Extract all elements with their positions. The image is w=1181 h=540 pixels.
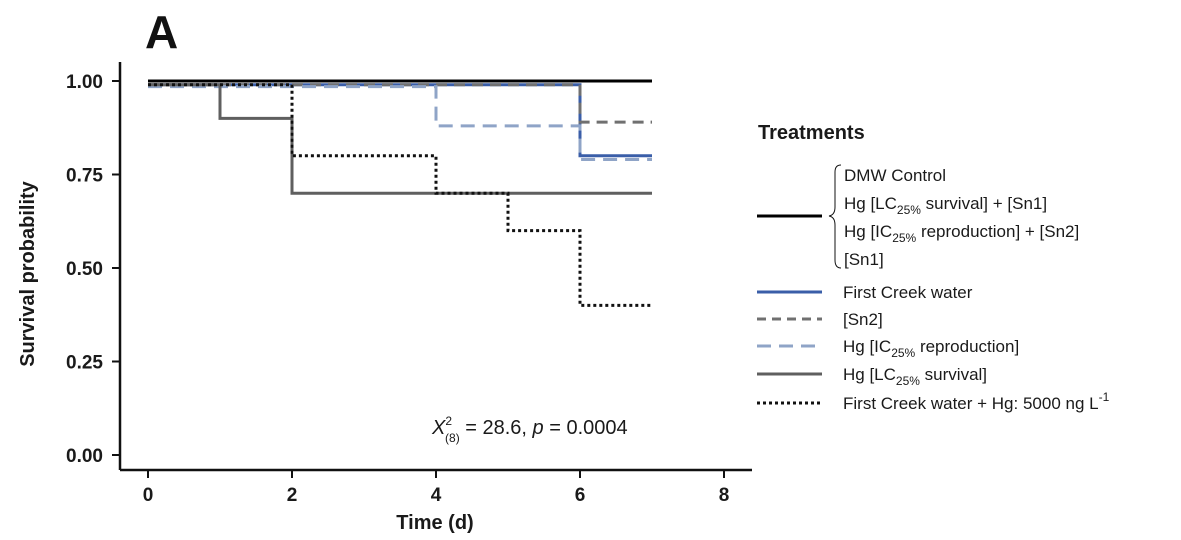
chi-value: = 28.6, (460, 417, 533, 439)
p-value: = 0.0004 (544, 417, 628, 439)
y-tick-label: 0.50 (66, 259, 103, 280)
y-tick-label: 0.00 (66, 446, 103, 467)
series-line-5 (148, 83, 652, 195)
chi-subscript: (8) (445, 431, 460, 445)
x-tick-label: 0 (143, 485, 154, 506)
y-tick-label: 1.00 (66, 72, 103, 93)
series-line-3 (148, 83, 652, 124)
chi-superscript: 2 (445, 414, 452, 428)
p-symbol: p (532, 417, 544, 439)
x-ticks: 0 2 4 6 8 (143, 470, 730, 506)
legend: Treatments DMW Control Hg [LC25% surviva… (757, 122, 1110, 413)
legend-item-first-creek-hg: First Creek water + Hg: 5000 ng L-1 (843, 390, 1110, 413)
series-line-4 (148, 85, 652, 161)
x-tick-label: 8 (719, 485, 730, 506)
legend-item-sn2: [Sn2] (843, 310, 883, 329)
panel-label: A (145, 6, 178, 58)
x-tick-label: 6 (575, 485, 586, 506)
legend-item-hg-lc25: Hg [LC25% survival] (843, 365, 987, 388)
plot-area: 0 2 4 6 8 0.00 0.25 0.50 0.75 1.00 (66, 62, 752, 506)
chi-symbol: X (431, 417, 446, 439)
x-tick-label: 4 (431, 485, 442, 506)
series-line-6 (148, 83, 652, 307)
legend-item-sn1: [Sn1] (844, 250, 884, 269)
y-tick-label: 0.25 (66, 353, 103, 374)
legend-item-first-creek: First Creek water (843, 283, 973, 302)
legend-item-hg-ic25: Hg [IC25% reproduction] (843, 337, 1019, 360)
series-line-2 (148, 83, 652, 158)
x-axis-title: Time (d) (396, 512, 473, 534)
y-axis-title: Survival probability (17, 180, 39, 366)
y-ticks: 0.00 0.25 0.50 0.75 1.00 (66, 72, 120, 467)
legend-item-hg-ic25-sn2: Hg [IC25% reproduction] + [Sn2] (844, 222, 1079, 245)
y-tick-label: 0.75 (66, 166, 103, 187)
series-layer (148, 79, 652, 307)
legend-title: Treatments (758, 122, 865, 144)
x-tick-label: 2 (287, 485, 298, 506)
chi-square-annotation: X2 (8) = 28.6, p = 0.0004 (431, 414, 628, 445)
legend-group-bracket (828, 164, 842, 269)
legend-item-hg-lc25-sn1: Hg [LC25% survival] + [Sn1] (844, 194, 1047, 217)
legend-item-dmw-control: DMW Control (844, 166, 946, 185)
